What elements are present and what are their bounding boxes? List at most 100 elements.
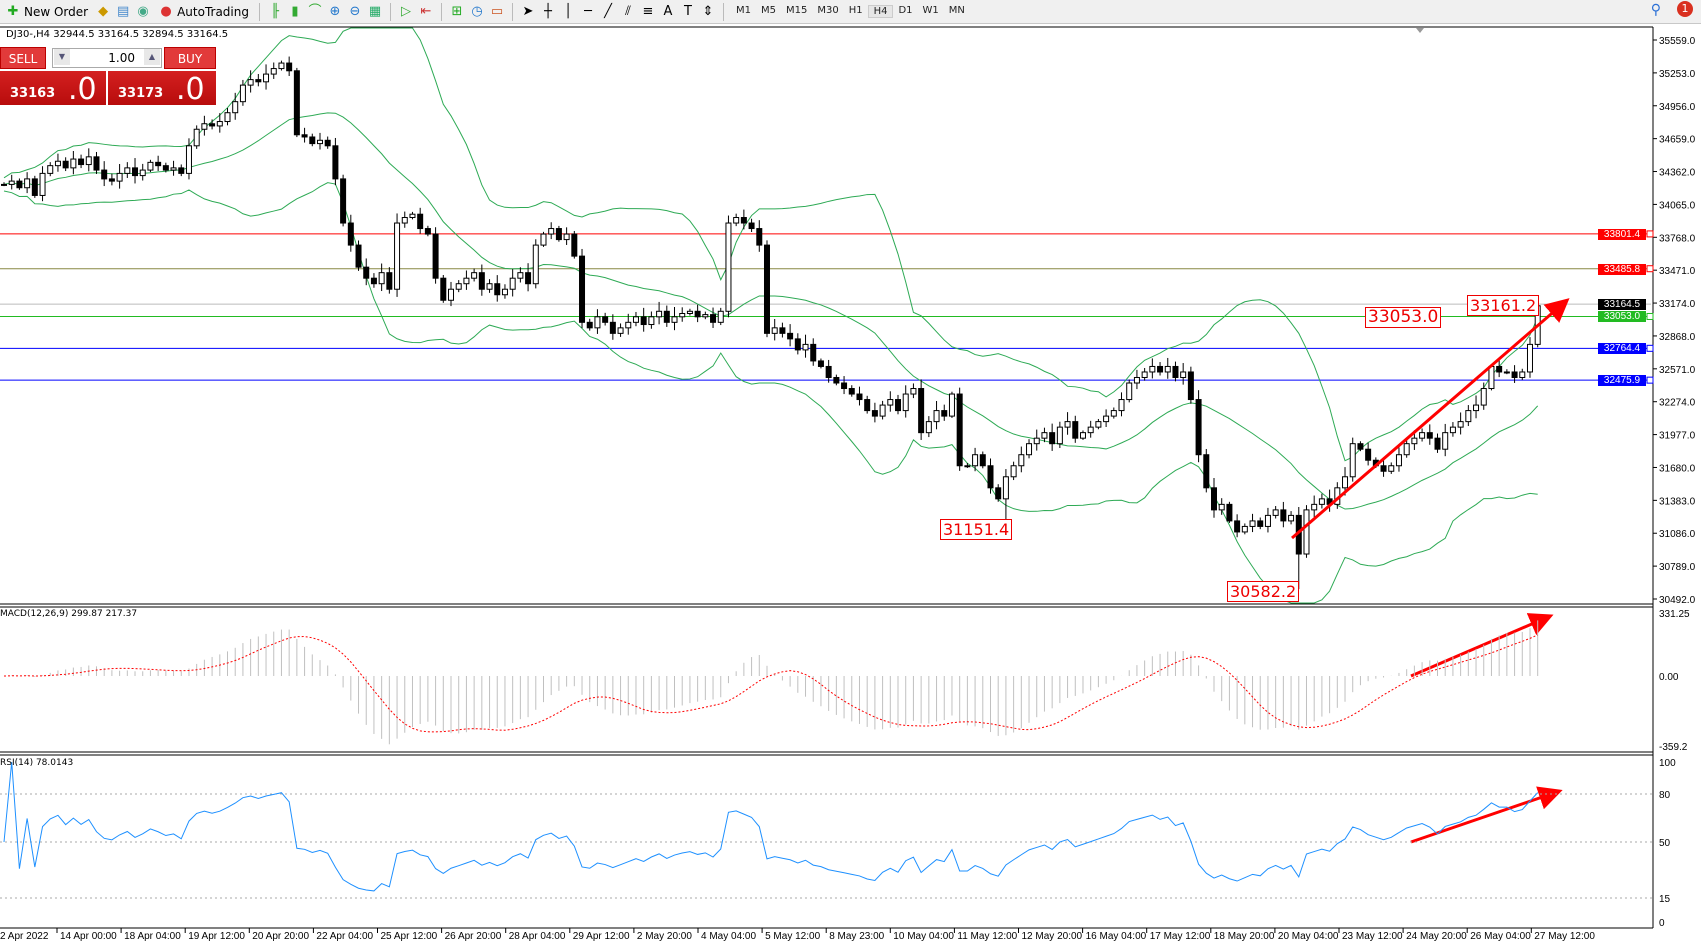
timeframe-m1[interactable]: M1 <box>735 5 751 16</box>
autotrading-button[interactable]: ● AutoTrading <box>155 2 252 22</box>
indicators-icon[interactable]: ⊞ <box>451 3 463 19</box>
fibonacci-icon[interactable]: ≡ <box>642 3 654 19</box>
candle <box>1149 358 1156 379</box>
candle <box>1280 501 1287 528</box>
timeframe-m5[interactable]: M5 <box>760 5 776 16</box>
candle <box>740 209 747 230</box>
candle-body <box>1395 454 1402 467</box>
candle <box>478 264 485 296</box>
candle-body <box>309 136 316 145</box>
candle <box>401 211 408 228</box>
vertical-line-icon[interactable]: │ <box>564 3 572 19</box>
timeframe-d1[interactable]: D1 <box>898 5 913 16</box>
candle-body <box>432 233 439 279</box>
timeframe-mn[interactable]: MN <box>948 5 965 16</box>
candle-body <box>972 454 979 467</box>
crosshair-icon[interactable]: ┼ <box>544 3 552 19</box>
rsi-axis-label: 80 <box>1659 790 1671 801</box>
line-chart-icon[interactable]: ⌒ <box>308 3 322 19</box>
price-axis-label: 30789.0 <box>1659 562 1696 573</box>
lot-increase-icon[interactable]: ▲ <box>144 49 160 65</box>
candle-body <box>1079 432 1086 439</box>
buy-button[interactable]: BUY <box>164 47 216 69</box>
annotation-label[interactable]: 31151.4 <box>940 519 1013 540</box>
candle <box>1026 439 1033 459</box>
candle-body <box>162 165 169 171</box>
candle-body <box>448 288 455 301</box>
trendline-icon[interactable]: ╱ <box>604 3 612 19</box>
timeframe-m30[interactable]: M30 <box>817 5 839 16</box>
candle-body <box>779 327 786 334</box>
candle <box>286 56 293 76</box>
periods-icon[interactable]: ◷ <box>471 3 483 19</box>
zoom-out-icon[interactable]: ⊖ <box>349 3 361 19</box>
cursor-icon[interactable]: ➤ <box>522 3 534 19</box>
annotation-label[interactable]: 33161.2 <box>1467 295 1540 316</box>
sell-button[interactable]: SELL <box>0 47 46 69</box>
annotation-label[interactable]: 33053.0 <box>1365 307 1442 328</box>
sell-price-button[interactable]: 33163.0 <box>0 71 106 107</box>
text-label-icon[interactable]: T <box>684 3 692 19</box>
timeframe-w1[interactable]: W1 <box>922 5 939 16</box>
notification-badge[interactable]: 1 <box>1677 1 1693 17</box>
candle <box>617 323 624 337</box>
equidistant-channel-icon[interactable]: ⫽ <box>625 3 631 19</box>
candle-body <box>278 62 285 70</box>
price-axis-label: 34956.0 <box>1659 102 1696 113</box>
lot-decrease-icon[interactable]: ▼ <box>54 49 70 65</box>
candle <box>270 62 277 79</box>
candle <box>1033 429 1040 451</box>
annotation-label[interactable]: 30582.2 <box>1227 581 1300 602</box>
candle <box>1141 368 1148 381</box>
search-icon[interactable]: ⚲ <box>1650 2 1661 18</box>
candle-body <box>232 101 239 114</box>
candle <box>694 304 701 323</box>
buy-price-button[interactable]: 33173.0 <box>108 71 216 107</box>
metaeditor-icon[interactable]: ◆ <box>98 3 109 19</box>
chart-shift-icon[interactable]: ⇤ <box>420 3 432 19</box>
templates-icon[interactable]: ▭ <box>490 3 504 19</box>
lot-size-input[interactable]: 1.00 <box>52 48 162 68</box>
candle-body <box>1203 454 1210 489</box>
text-icon[interactable]: A <box>663 3 673 19</box>
candle <box>679 307 686 322</box>
candle <box>1311 495 1318 517</box>
candle-body <box>671 316 678 323</box>
candle-body <box>656 310 663 318</box>
candle-body <box>93 156 100 171</box>
candle <box>779 322 786 338</box>
timeframe-h1[interactable]: H1 <box>848 5 863 16</box>
candle-body <box>1041 432 1048 439</box>
new-order-button[interactable]: ✚ New Order <box>2 2 91 22</box>
price-axis-label: 31086.0 <box>1659 529 1696 540</box>
candle <box>1434 433 1441 453</box>
horizontal-line-icon[interactable]: ─ <box>584 3 592 19</box>
terminal-icon[interactable]: ▤ <box>116 3 130 19</box>
tile-windows-icon[interactable]: ▦ <box>368 3 382 19</box>
candle <box>856 386 863 406</box>
candle-body <box>1303 509 1310 555</box>
arrows-icon[interactable]: ⇕ <box>702 3 714 19</box>
candle <box>794 333 801 355</box>
candle-body <box>548 228 555 235</box>
candle-body <box>1157 365 1164 373</box>
candle-body <box>763 244 770 334</box>
candle-body <box>1110 410 1117 417</box>
candle <box>1 182 7 187</box>
candle <box>1118 392 1125 417</box>
candle-body <box>1241 525 1248 533</box>
candle-body <box>1380 465 1387 472</box>
candlestick-chart-icon[interactable]: ▮ <box>291 3 299 19</box>
candle <box>1257 517 1264 530</box>
timeframe-m15[interactable]: M15 <box>785 5 808 16</box>
candle-body <box>1272 509 1279 516</box>
candle-body <box>532 244 539 285</box>
candle-body <box>910 388 917 395</box>
signals-icon[interactable]: ◉ <box>137 3 149 19</box>
zoom-in-icon[interactable]: ⊕ <box>329 3 341 19</box>
timeframe-h4[interactable]: H4 <box>867 5 894 18</box>
candle <box>594 309 601 334</box>
autoscroll-icon[interactable]: ▷ <box>400 3 411 19</box>
bar-chart-icon[interactable]: ╟ <box>271 3 279 19</box>
